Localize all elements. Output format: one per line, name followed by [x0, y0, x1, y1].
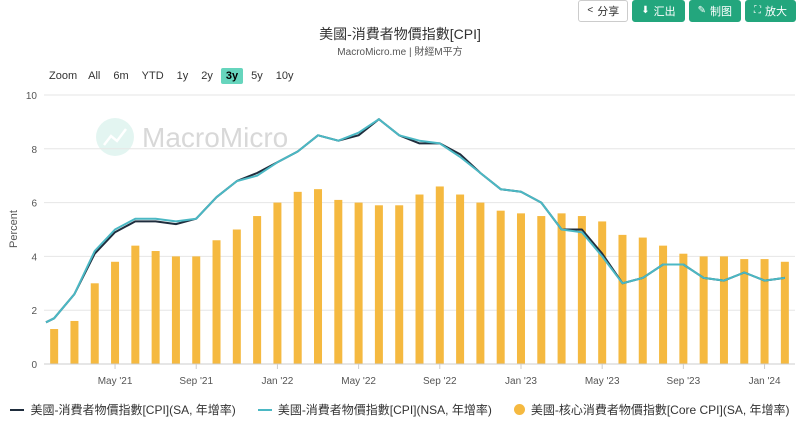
chart-canvas: MacroMicro 0 2 4 6 8 10 Percent May '21 Sep '2…: [8, 91, 795, 387]
draw-label: 制图: [710, 6, 732, 18]
y-axis: 0 2 4 6 8 10: [26, 91, 38, 371]
y-tick-label: 4: [31, 252, 37, 263]
x-tick-label: May '22: [341, 376, 376, 387]
core-cpi-bar[interactable]: [293, 191, 302, 364]
x-tick-label: Jan '23: [505, 376, 537, 387]
legend-label-core-cpi: 美國-核心消費者物價指數[Core CPI](SA, 年增率): [530, 403, 790, 417]
zoom-all-button[interactable]: All: [88, 70, 101, 82]
core-cpi-bar[interactable]: [70, 320, 79, 364]
core-cpi-bar[interactable]: [314, 189, 323, 364]
x-tick-label: May '21: [98, 376, 133, 387]
legend-item-core-cpi[interactable]: 美國-核心消費者物價指數[Core CPI](SA, 年增率): [513, 401, 790, 418]
legend-label-cpi-sa: 美國-消費者物價指數[CPI](SA, 年增率): [30, 403, 236, 417]
core-cpi-bar[interactable]: [415, 194, 424, 364]
y-tick-label: 0: [31, 360, 37, 371]
zoom-5y-button[interactable]: 5y: [251, 70, 263, 82]
core-cpi-bar[interactable]: [90, 283, 99, 364]
core-cpi-bar[interactable]: [374, 205, 383, 364]
watermark: MacroMicro: [96, 118, 288, 156]
y-axis-label: Percent: [8, 210, 20, 248]
core-cpi-bar[interactable]: [171, 256, 180, 364]
core-cpi-bar[interactable]: [760, 259, 769, 364]
core-cpi-bar[interactable]: [111, 261, 120, 364]
core-cpi-bar[interactable]: [740, 259, 749, 364]
core-cpi-bar[interactable]: [232, 229, 241, 365]
y-tick-label: 2: [31, 306, 37, 317]
draw-button[interactable]: ✎ 制图: [688, 0, 741, 22]
x-axis: May '21 Sep '21 Jan '22 May '22 Sep '22 Jan '…: [98, 364, 781, 387]
zoom-2y-button[interactable]: 2y: [201, 70, 213, 82]
core-cpi-bar[interactable]: [151, 251, 160, 364]
legend-swatch-core-cpi: [513, 404, 525, 415]
core-cpi-bar[interactable]: [537, 216, 546, 364]
legend: 美國-消費者物價指數[CPI](SA, 年增率) 美國-消費者物價指數[CPI]…: [0, 401, 800, 418]
x-tick-label: Sep '23: [667, 376, 701, 387]
core-cpi-bar[interactable]: [212, 240, 221, 364]
chart-title: 美國-消費者物價指數[CPI]: [319, 26, 481, 42]
core-cpi-bar[interactable]: [598, 221, 607, 364]
zoom-3y-button[interactable]: 3y: [220, 68, 244, 84]
legend-swatch-cpi-nsa: [257, 408, 272, 411]
core-cpi-bar[interactable]: [496, 210, 505, 364]
core-cpi-bar[interactable]: [435, 186, 444, 364]
zoom-label: Zoom: [49, 70, 78, 82]
core-cpi-bar[interactable]: [395, 205, 404, 364]
zoom-6m-button[interactable]: 6m: [113, 70, 129, 82]
watermark-logo-mark: [103, 128, 127, 146]
pencil-icon: ✎: [697, 5, 706, 16]
expand-button[interactable]: ⛶ 放大: [745, 0, 796, 22]
expand-label: 放大: [765, 6, 787, 18]
cpi-lines: [45, 118, 786, 324]
y-tick-label: 10: [26, 91, 38, 102]
x-tick-label: Jan '24: [749, 376, 781, 387]
share-button[interactable]: < 分享: [578, 0, 629, 22]
y-tick-label: 6: [31, 199, 37, 210]
core-cpi-bar[interactable]: [659, 245, 668, 364]
zoom-1y-button[interactable]: 1y: [176, 70, 189, 82]
core-cpi-bar[interactable]: [354, 202, 363, 364]
share-icon: <: [587, 5, 594, 16]
x-tick-label: Sep '22: [423, 376, 457, 387]
share-label: 分享: [597, 6, 620, 18]
x-tick-label: Sep '21: [179, 376, 213, 387]
zoom-10y-button[interactable]: 10y: [275, 70, 294, 82]
core-cpi-bar[interactable]: [456, 194, 465, 364]
core-cpi-bar[interactable]: [131, 245, 140, 364]
legend-item-cpi-nsa[interactable]: 美國-消費者物價指數[CPI](NSA, 年增率): [257, 401, 492, 418]
zoom-selector: Zoom All 6m YTD 1y 2y 3y 5y 10y: [49, 68, 302, 84]
core-cpi-bar[interactable]: [476, 202, 485, 364]
chart-subtitle: MacroMicro.me | 財經M平方: [337, 47, 463, 58]
legend-item-cpi-sa[interactable]: 美國-消費者物價指數[CPI](SA, 年增率): [10, 401, 236, 418]
x-tick-label: Jan '22: [261, 376, 293, 387]
core-cpi-bar[interactable]: [557, 213, 566, 364]
core-cpi-bar[interactable]: [273, 202, 282, 364]
export-label: 汇出: [653, 6, 676, 18]
core-cpi-bar[interactable]: [577, 216, 586, 364]
core-cpi-bar[interactable]: [253, 216, 262, 364]
core-cpi-bar[interactable]: [192, 256, 201, 364]
x-tick-label: May '23: [585, 376, 620, 387]
expand-icon: ⛶: [754, 5, 761, 16]
core-cpi-bar[interactable]: [719, 256, 728, 364]
core-cpi-bar[interactable]: [699, 256, 708, 364]
download-icon: ⬇: [641, 5, 650, 16]
core-cpi-bar[interactable]: [50, 329, 59, 364]
core-cpi-bar[interactable]: [679, 253, 688, 364]
core-cpi-bar[interactable]: [516, 213, 525, 364]
zoom-ytd-button[interactable]: YTD: [141, 70, 164, 82]
export-button[interactable]: ⬇ 汇出: [632, 0, 685, 22]
core-cpi-bars: [50, 186, 789, 364]
core-cpi-bar[interactable]: [334, 199, 343, 364]
core-cpi-bar[interactable]: [780, 261, 789, 364]
toolbar: < 分享 ⬇ 汇出 ✎ 制图 ⛶ 放大: [578, 0, 796, 22]
legend-label-cpi-nsa: 美國-消費者物價指數[CPI](NSA, 年增率): [277, 403, 492, 417]
y-tick-label: 8: [31, 145, 37, 156]
core-cpi-bar[interactable]: [638, 237, 647, 364]
watermark-logo-icon: [96, 118, 134, 156]
cpi-nsa-line[interactable]: [45, 118, 786, 324]
core-cpi-bar[interactable]: [618, 234, 627, 364]
legend-swatch-cpi-sa: [10, 408, 25, 411]
watermark-text: MacroMicro: [142, 122, 288, 153]
